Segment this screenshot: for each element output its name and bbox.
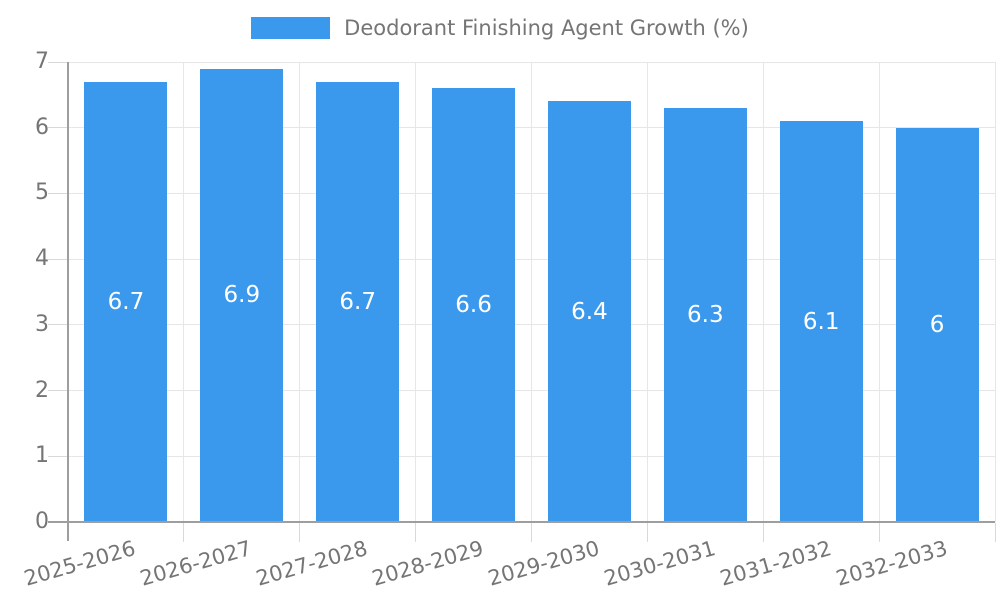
bar-value-label: 6.6 [455, 292, 492, 319]
x-axis-tick [415, 523, 417, 542]
gridline-vertical [415, 62, 417, 522]
y-axis-tick [48, 61, 68, 63]
y-axis-tick [48, 258, 68, 260]
bar-value-label: 6.7 [107, 288, 145, 315]
y-axis-label: 0 [35, 509, 49, 534]
y-axis-tick [48, 127, 68, 129]
y-axis-label: 2 [35, 377, 49, 403]
x-axis-tick [762, 523, 764, 542]
x-axis-label: 2029-2030 [485, 536, 603, 591]
x-axis-label: 2025-2026 [21, 536, 139, 591]
legend[interactable]: Deodorant Finishing Agent Growth (%) [0, 16, 1000, 40]
gridline-vertical [878, 62, 880, 522]
gridline-vertical [183, 62, 185, 522]
x-axis-tick [531, 523, 532, 542]
bar-value-label: 6.9 [223, 282, 261, 309]
bar-value-label: 6.3 [687, 302, 724, 328]
bar-value-label: 6 [929, 311, 945, 338]
x-axis-label: 2031-2032 [717, 536, 834, 591]
bar[interactable] [663, 108, 747, 522]
legend-label: Deodorant Finishing Agent Growth (%) [344, 16, 749, 40]
x-axis-tick [646, 523, 648, 542]
x-axis-tick [183, 523, 185, 542]
y-axis-label: 7 [35, 49, 49, 74]
y-axis-label: 1 [35, 443, 49, 469]
gridline-vertical [646, 62, 648, 522]
bar-value-label: 6.4 [571, 298, 608, 325]
gridline-vertical [994, 62, 996, 522]
x-axis-label: 2030-2031 [601, 536, 718, 591]
y-axis-tick [48, 390, 68, 392]
gridline-vertical [299, 62, 301, 522]
bar[interactable] [84, 81, 168, 522]
bar[interactable] [895, 127, 979, 522]
x-axis-label: 2028-2029 [369, 536, 487, 591]
y-axis-tick [48, 324, 68, 326]
x-axis-label: 2026-2027 [137, 536, 255, 591]
bar[interactable] [432, 88, 516, 522]
x-axis-tick [299, 523, 301, 542]
x-axis-line [48, 521, 995, 523]
y-axis-label: 5 [35, 180, 49, 206]
legend-swatch [251, 17, 331, 39]
gridline-vertical [531, 62, 532, 522]
y-axis-tick [48, 192, 68, 194]
y-axis-tick [48, 455, 68, 457]
x-axis-label: 2027-2028 [253, 536, 371, 591]
y-axis-line [67, 62, 69, 541]
x-axis-tick [878, 523, 880, 542]
y-axis-label: 6 [35, 114, 49, 140]
x-axis-label: 2032-2033 [833, 536, 950, 591]
bar[interactable] [779, 121, 863, 522]
y-axis-label: 4 [35, 246, 49, 272]
bar[interactable] [316, 81, 400, 522]
bar[interactable] [547, 101, 631, 522]
y-axis-label: 3 [35, 311, 49, 337]
bar[interactable] [200, 68, 284, 522]
bar-value-label: 6.1 [802, 308, 840, 335]
bar-value-label: 6.7 [339, 288, 376, 315]
x-axis-tick [994, 523, 996, 542]
gridline-vertical [762, 62, 764, 522]
